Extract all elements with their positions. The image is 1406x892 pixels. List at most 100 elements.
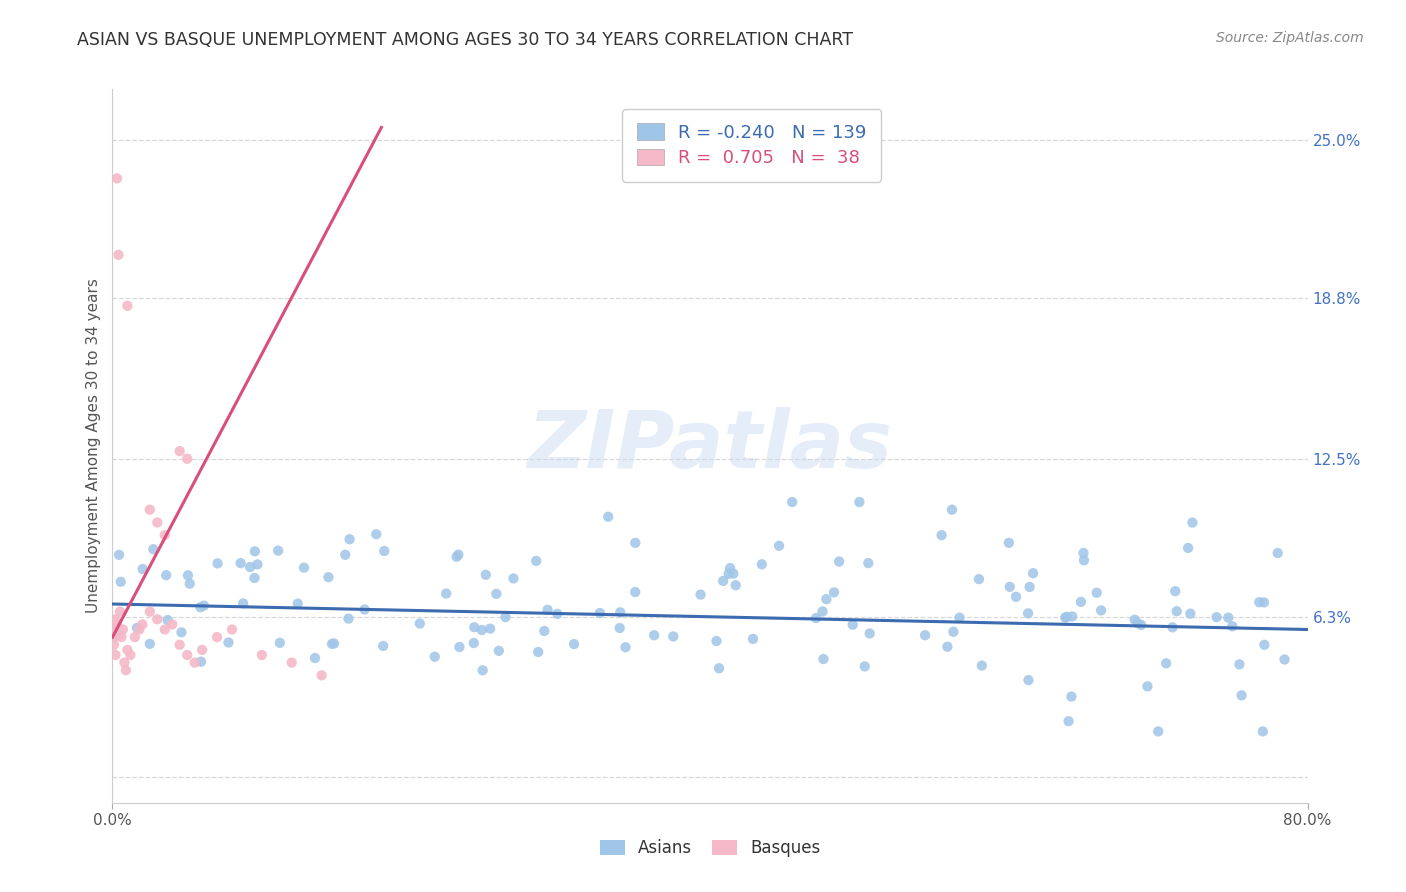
Point	[815, 592, 838, 607]
Point	[267, 543, 290, 558]
Point	[707, 661, 730, 675]
Point	[177, 568, 200, 582]
Point	[841, 617, 863, 632]
Point	[1017, 607, 1039, 621]
Point	[970, 658, 993, 673]
Point	[1180, 607, 1202, 621]
Point	[1154, 657, 1177, 671]
Point	[1018, 580, 1040, 594]
Point	[1073, 546, 1095, 560]
Point	[156, 613, 179, 627]
Point	[190, 655, 212, 669]
Point	[1147, 724, 1170, 739]
Point	[162, 617, 183, 632]
Point	[1136, 680, 1159, 694]
Point	[108, 548, 131, 562]
Point	[142, 542, 165, 557]
Point	[998, 536, 1021, 550]
Point	[1070, 595, 1092, 609]
Point	[1126, 616, 1149, 631]
Point	[527, 645, 550, 659]
Point	[524, 554, 547, 568]
Point	[304, 651, 326, 665]
Point	[1220, 619, 1243, 633]
Point	[1205, 610, 1227, 624]
Point	[463, 636, 485, 650]
Point	[813, 652, 835, 666]
Legend: R = -0.240   N = 139, R =  0.705   N =  38: R = -0.240 N = 139, R = 0.705 N = 38	[623, 109, 882, 182]
Point	[768, 539, 790, 553]
Point	[243, 544, 266, 558]
Point	[1251, 724, 1274, 739]
Point	[948, 610, 970, 624]
Point	[318, 570, 340, 584]
Point	[124, 630, 146, 644]
Point	[366, 527, 388, 541]
Point	[488, 644, 510, 658]
Point	[495, 610, 517, 624]
Point	[804, 611, 827, 625]
Point	[942, 624, 965, 639]
Point	[1166, 604, 1188, 618]
Point	[111, 623, 134, 637]
Point	[105, 617, 128, 632]
Point	[153, 623, 176, 637]
Point	[423, 649, 446, 664]
Point	[614, 640, 637, 655]
Point	[103, 638, 125, 652]
Point	[1005, 590, 1028, 604]
Point	[546, 607, 568, 621]
Point	[1161, 620, 1184, 634]
Point	[936, 640, 959, 654]
Point	[718, 561, 741, 575]
Point	[1017, 673, 1039, 687]
Point	[823, 585, 845, 599]
Point	[1253, 638, 1275, 652]
Point	[1249, 595, 1271, 609]
Point	[828, 555, 851, 569]
Point	[1253, 595, 1275, 609]
Point	[373, 544, 395, 558]
Point	[723, 566, 745, 581]
Text: Source: ZipAtlas.com: Source: ZipAtlas.com	[1216, 31, 1364, 45]
Point	[193, 599, 215, 613]
Point	[931, 528, 953, 542]
Point	[643, 628, 665, 642]
Text: ZIPatlas: ZIPatlas	[527, 407, 893, 485]
Point	[598, 509, 620, 524]
Point	[110, 574, 132, 589]
Point	[1057, 714, 1080, 729]
Point	[239, 560, 262, 574]
Point	[1177, 541, 1199, 555]
Point	[229, 556, 252, 570]
Point	[689, 588, 711, 602]
Point	[859, 626, 882, 640]
Point	[205, 630, 228, 644]
Point	[471, 663, 494, 677]
Point	[446, 549, 468, 564]
Point	[131, 617, 153, 632]
Point	[218, 635, 240, 649]
Point	[780, 495, 803, 509]
Point	[1054, 610, 1077, 624]
Point	[914, 628, 936, 642]
Point	[1218, 610, 1240, 624]
Point	[176, 451, 198, 466]
Point	[848, 495, 870, 509]
Point	[724, 578, 747, 592]
Point	[243, 571, 266, 585]
Point	[311, 668, 333, 682]
Point	[128, 623, 150, 637]
Point	[434, 586, 457, 600]
Point	[321, 637, 343, 651]
Point	[108, 605, 131, 619]
Point	[146, 612, 169, 626]
Point	[250, 648, 273, 662]
Point	[323, 636, 346, 650]
Point	[281, 656, 304, 670]
Point	[120, 648, 142, 662]
Point	[339, 533, 361, 547]
Point	[107, 627, 129, 641]
Point	[110, 630, 132, 644]
Point	[1164, 584, 1187, 599]
